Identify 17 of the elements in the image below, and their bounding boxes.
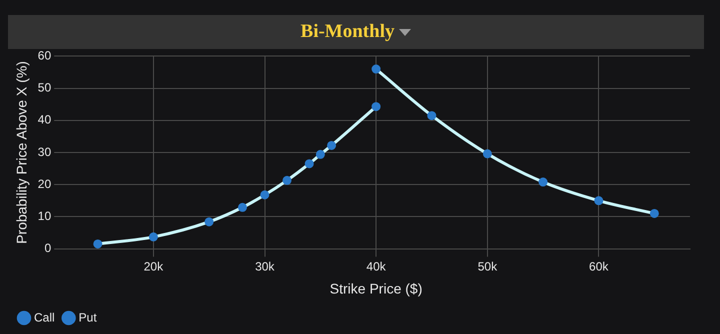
x-tick-label: 50k [478, 259, 498, 274]
legend-label: Put [78, 310, 98, 324]
y-tick-label: 50 [38, 80, 52, 95]
y-tick-label: 60 [38, 48, 52, 63]
x-tick-label: 30k [255, 259, 276, 274]
y-axis-title: Probability Price Above X (%) [13, 61, 30, 244]
legend-label: Call [34, 310, 55, 324]
x-tick-label: 60k [589, 259, 610, 274]
y-tick-label: 20 [38, 176, 52, 191]
y-tick-label: 10 [38, 209, 52, 224]
y-tick-label: 40 [38, 112, 52, 127]
y-tick-label: 0 [44, 241, 52, 256]
x-axis-title: Strike Price ($) [330, 280, 422, 296]
chart-title: Bi-Monthly [300, 21, 394, 43]
x-tick-label: 40k [366, 259, 387, 274]
y-tick-label: 30 [38, 144, 52, 159]
x-tick-label: 20k [144, 259, 164, 274]
